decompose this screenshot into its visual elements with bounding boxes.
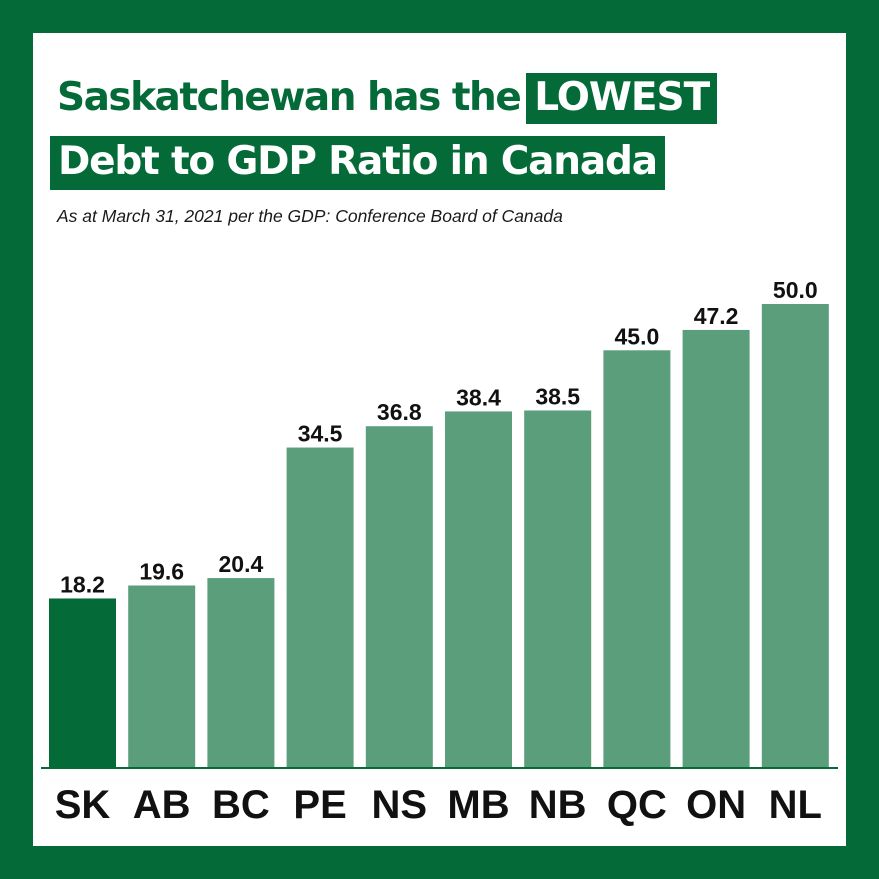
category-label-nb: NB — [529, 783, 587, 827]
bar-ab — [128, 585, 196, 767]
value-label-on: 47.2 — [694, 303, 739, 329]
bar-bc — [207, 578, 275, 767]
category-label-on: ON — [686, 783, 746, 827]
value-label-qc: 45.0 — [615, 323, 660, 349]
chart-panel: Saskatchewan has the LOWEST Debt to GDP R… — [33, 33, 846, 846]
bar-sk — [49, 598, 116, 767]
category-label-nl: NL — [769, 783, 822, 827]
title-line-1: Saskatchewan has the LOWEST — [57, 73, 718, 124]
value-label-mb: 38.4 — [456, 384, 501, 410]
bars-group — [49, 304, 829, 767]
value-labels-group: 18.2 19.6 20.4 34.5 36.8 38.4 38.5 45.0 47.2 50.0 — [60, 277, 818, 597]
bar-qc — [603, 350, 671, 767]
title-highlight-ratio: Debt to GDP Ratio in Canada — [50, 136, 665, 190]
value-label-nl: 50.0 — [773, 277, 818, 303]
value-label-sk: 18.2 — [60, 571, 105, 597]
category-label-pe: PE — [293, 783, 346, 827]
bar-chart: 18.2 19.6 20.4 34.5 36.8 38.4 38.5 45.0 47.2 50.0… — [41, 277, 838, 827]
category-label-ns: NS — [372, 783, 428, 827]
value-label-bc: 20.4 — [219, 551, 264, 577]
value-label-ab: 19.6 — [139, 559, 184, 585]
title-line-2: Debt to GDP Ratio in Canada — [50, 136, 665, 190]
bar-nl — [761, 304, 829, 767]
category-label-qc: QC — [607, 783, 667, 827]
category-label-bc: BC — [212, 783, 270, 827]
bar-mb — [445, 411, 512, 767]
title-highlight-lowest: LOWEST — [526, 73, 718, 124]
category-label-mb: MB — [447, 783, 509, 827]
category-label-sk: SK — [55, 783, 111, 827]
category-labels-group: SK AB BC PE NS MB NB QC ON NL — [55, 783, 822, 827]
bar-ns — [365, 426, 433, 767]
value-label-ns: 36.8 — [377, 399, 422, 425]
bar-nb — [524, 410, 592, 767]
category-label-ab: AB — [133, 783, 191, 827]
bar-pe — [286, 447, 354, 767]
title-prefix: Saskatchewan has the — [57, 75, 522, 120]
bar-on — [682, 329, 750, 767]
value-label-pe: 34.5 — [298, 421, 343, 447]
subtitle: As at March 31, 2021 per the GDP: Confer… — [57, 206, 563, 226]
value-label-nb: 38.5 — [535, 383, 580, 409]
